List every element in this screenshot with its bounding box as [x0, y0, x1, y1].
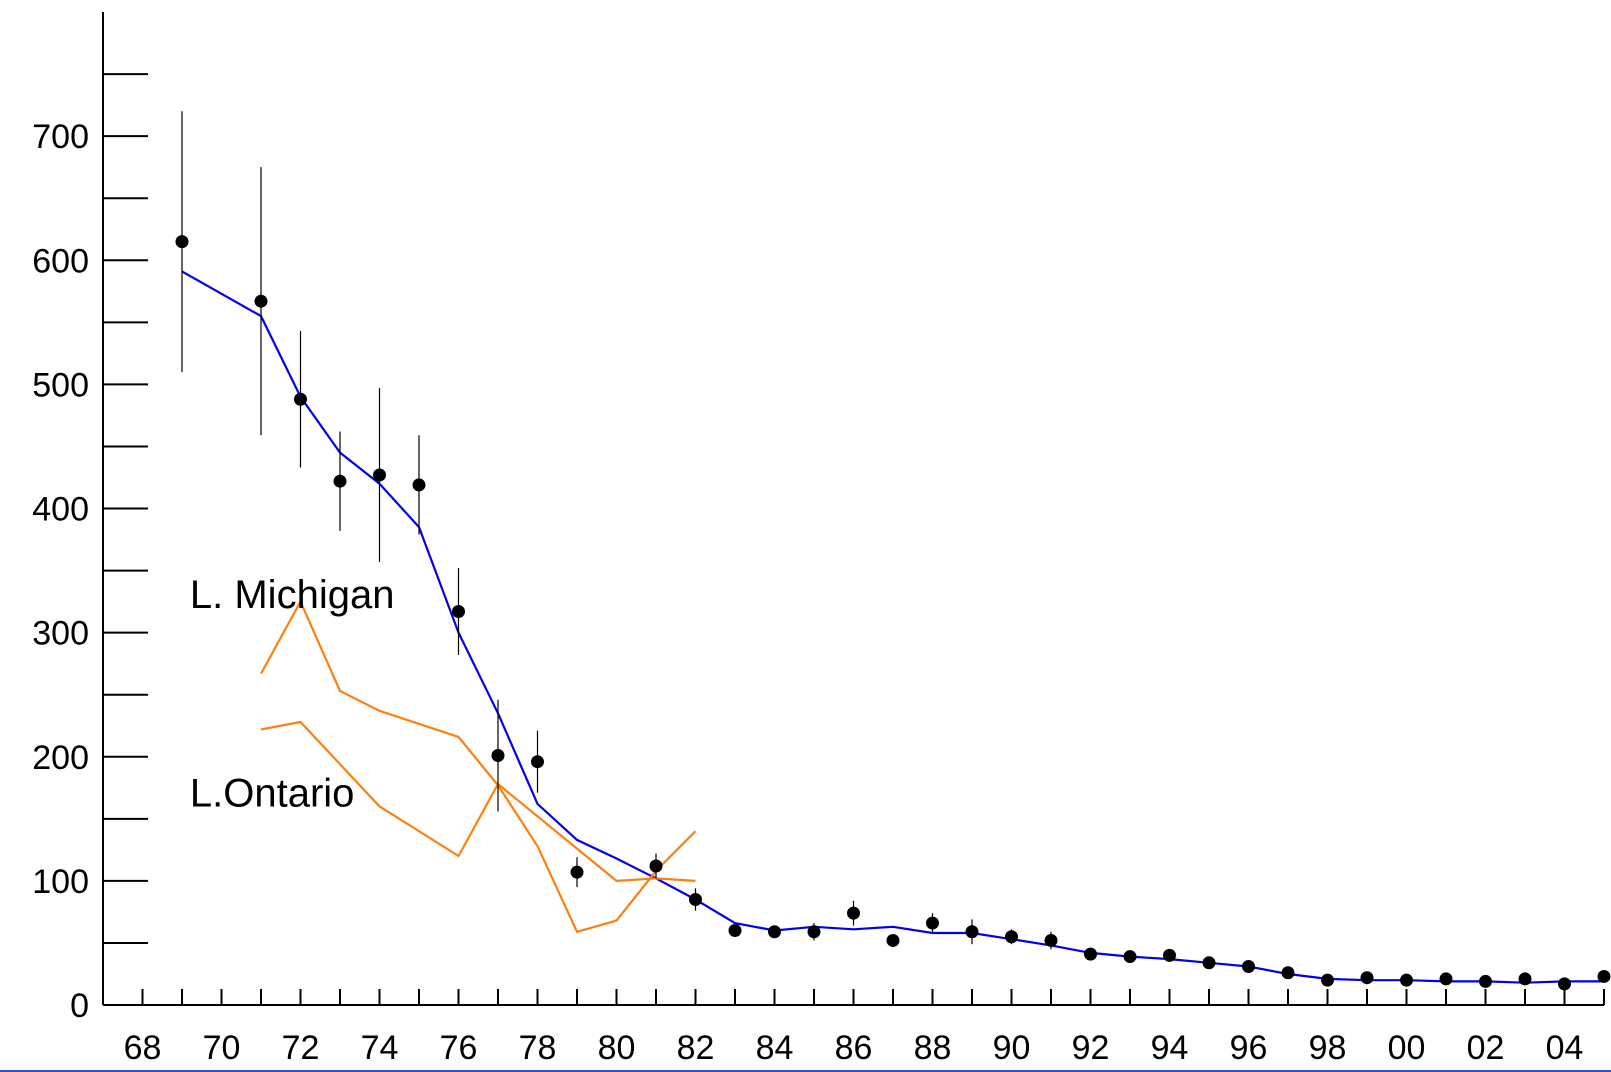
data-point	[452, 605, 465, 619]
x-tick-label: 76	[440, 1029, 478, 1067]
x-tick-label: 86	[835, 1029, 873, 1067]
x-tick-label: 96	[1230, 1029, 1268, 1067]
x-tick-label: 80	[598, 1029, 636, 1067]
y-tick-label: 300	[32, 615, 89, 653]
data-point	[1558, 977, 1571, 991]
data-point	[886, 933, 900, 947]
x-tick-label: 68	[124, 1029, 162, 1067]
annotation-label: L. Michigan	[190, 573, 395, 617]
data-point	[294, 392, 307, 406]
x-tick-label: 82	[677, 1029, 715, 1067]
data-point	[1044, 933, 1058, 947]
data-point	[728, 924, 742, 938]
data-point	[1084, 947, 1097, 961]
data-point	[175, 235, 189, 249]
x-tick-label: 94	[1151, 1029, 1189, 1067]
series-line-2	[260, 599, 697, 934]
y-tick-label: 600	[32, 242, 89, 280]
data-point	[1202, 956, 1216, 970]
series-layer	[181, 270, 1604, 984]
y-tick-label: 200	[32, 739, 89, 777]
plot-area: 0 100 200 300 400 500 600 700 68 70 72 74 76 78 80 82 8…	[32, 12, 1611, 1067]
x-ticks: 68 70 72 74 76 78 80 82 84 86 88 90 92 94 96 98 00 02 04	[124, 989, 1605, 1067]
data-point	[649, 859, 663, 873]
data-point	[570, 865, 584, 879]
y-tick-label: 700	[32, 118, 89, 156]
data-point	[373, 468, 386, 482]
x-tick-label: 84	[756, 1029, 794, 1067]
x-tick-label: 00	[1388, 1029, 1426, 1067]
data-point	[1400, 973, 1413, 987]
data-point	[1281, 966, 1295, 980]
data-point	[847, 906, 860, 920]
data-point	[926, 916, 939, 930]
y-tick-label: 500	[32, 366, 89, 404]
annotation-label: L.Ontario	[190, 771, 355, 815]
annotation-layer: L. Michigan L.Ontario	[190, 573, 395, 816]
series-line-3	[260, 720, 696, 883]
data-point	[1321, 973, 1334, 987]
x-tick-label: 88	[914, 1029, 952, 1067]
data-point	[333, 474, 347, 488]
data-point	[491, 749, 505, 763]
data-point	[412, 478, 426, 492]
data-point	[1005, 930, 1018, 944]
x-tick-label: 02	[1467, 1029, 1505, 1067]
x-tick-label: 90	[993, 1029, 1031, 1067]
y-tick-label: 100	[32, 863, 89, 901]
data-point	[1360, 971, 1374, 985]
data-point	[1163, 948, 1176, 962]
data-point	[768, 925, 781, 939]
data-point	[807, 925, 821, 939]
data-point	[1123, 950, 1137, 964]
y-ticks: 0 100 200 300 400 500 600 700	[32, 73, 148, 1025]
points-layer	[175, 111, 1611, 991]
data-point	[1518, 972, 1532, 986]
y-tick-label: 400	[32, 491, 89, 529]
data-point	[254, 294, 268, 308]
data-point	[1242, 960, 1255, 974]
x-tick-label: 78	[519, 1029, 557, 1067]
x-tick-label: 70	[203, 1029, 241, 1067]
x-tick-label: 72	[282, 1029, 320, 1067]
data-point	[689, 892, 702, 906]
data-point	[1597, 969, 1611, 983]
x-tick-label: 98	[1309, 1029, 1347, 1067]
x-tick-label: 92	[1072, 1029, 1110, 1067]
x-tick-label: 04	[1546, 1029, 1584, 1067]
data-point	[1479, 974, 1492, 988]
x-tick-label: 74	[361, 1029, 399, 1067]
data-point	[965, 925, 979, 939]
data-point	[1439, 972, 1453, 986]
series-line-1	[181, 270, 1604, 984]
data-point	[531, 755, 544, 769]
y-tick-label: 0	[70, 987, 89, 1025]
